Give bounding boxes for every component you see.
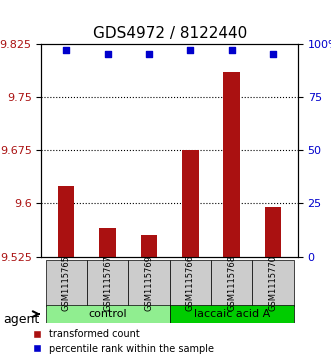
FancyBboxPatch shape [253,260,294,306]
Point [270,51,276,57]
FancyBboxPatch shape [87,260,128,306]
FancyBboxPatch shape [170,260,211,306]
Text: GSM1115766: GSM1115766 [186,255,195,311]
Text: control: control [88,309,127,319]
Point [229,47,234,53]
Point [105,51,110,57]
Text: GSM1115765: GSM1115765 [62,255,71,311]
Text: GSM1115770: GSM1115770 [268,255,278,311]
Text: laccaic acid A: laccaic acid A [194,309,270,319]
Title: GDS4972 / 8122440: GDS4972 / 8122440 [92,26,247,41]
FancyBboxPatch shape [170,305,294,323]
FancyBboxPatch shape [45,305,170,323]
Text: GSM1115767: GSM1115767 [103,255,112,311]
Text: agent: agent [3,313,40,326]
Bar [265,207,281,257]
FancyBboxPatch shape [211,260,253,306]
Legend: transformed count, percentile rank within the sample: transformed count, percentile rank withi… [28,326,218,358]
Point [64,47,69,53]
Bar [182,150,199,257]
Point [188,47,193,53]
Bar [99,228,116,257]
Bar [223,72,240,257]
Bar [58,185,74,257]
FancyBboxPatch shape [128,260,170,306]
Text: GSM1115769: GSM1115769 [144,255,154,311]
Text: GSM1115768: GSM1115768 [227,255,236,311]
Point [146,51,152,57]
Bar [141,235,157,257]
FancyBboxPatch shape [45,260,87,306]
